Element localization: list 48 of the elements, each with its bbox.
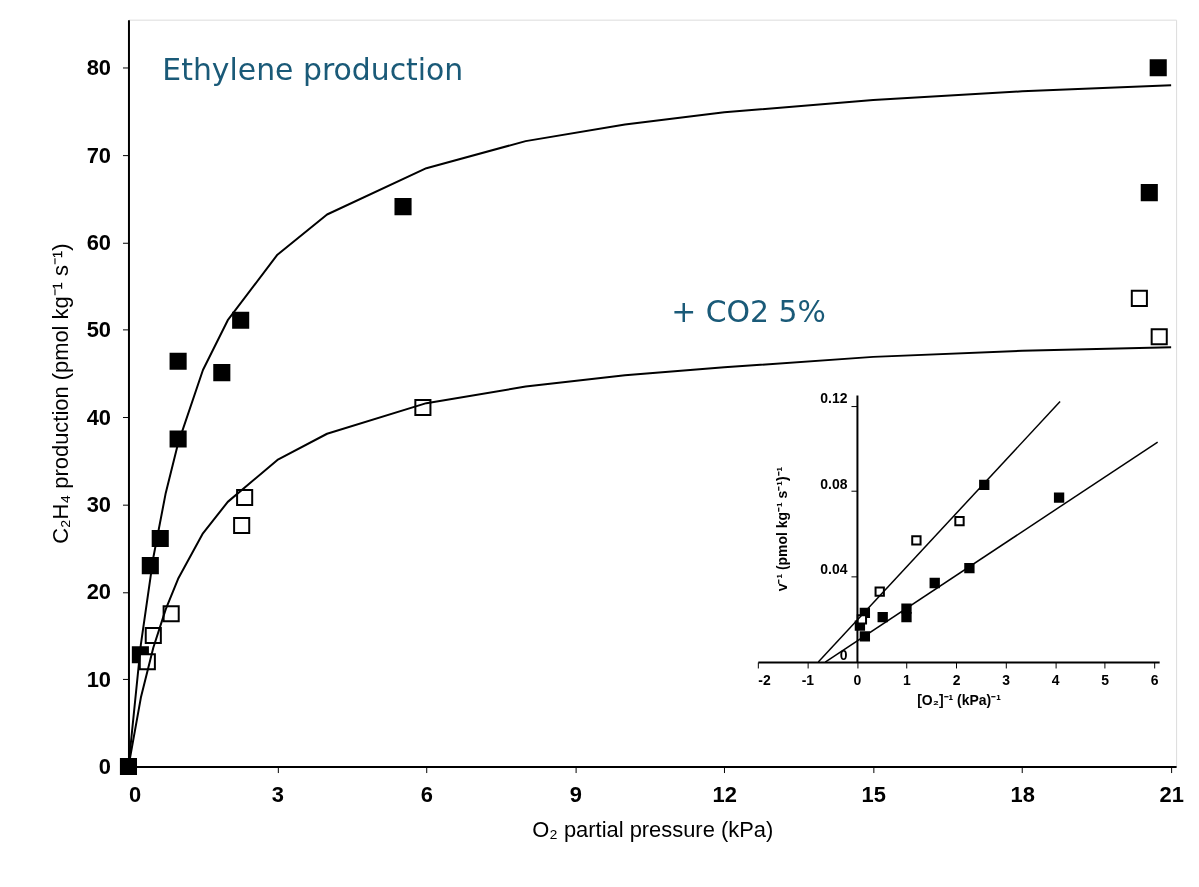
x-tick-label: 3 [1002,672,1011,689]
x-tick-label: 15 [861,781,886,807]
point [169,430,187,448]
y-axis-title: v⁻¹ (pmol kg⁻¹ s⁻¹)⁻¹ [774,466,791,592]
x-tick-label: 6 [420,781,433,807]
point [162,605,180,623]
x-tick-label: 0 [128,781,142,807]
y-tick-label: 30 [86,491,112,517]
x-axis-title: O₂ partial pressure (kPa) [532,816,774,842]
x-tick-label: 12 [712,781,737,807]
y-tick-label: 50 [86,317,112,343]
x-tick-label: 6 [1150,672,1159,689]
y-tick-label: 0.12 [820,390,848,407]
y-tick-label: 0.08 [820,475,848,492]
annotation: + CO2 5% [671,294,826,330]
x-tick-label: 1 [903,672,912,689]
point [1150,328,1168,346]
y-axis-title: C₂H₄ production (pmol kg⁻¹ s⁻¹) [47,243,73,544]
x-tick-label: 4 [1051,672,1060,689]
x-tick-label: -2 [758,672,771,689]
point [233,516,251,535]
x-tick-label: 18 [1010,781,1035,807]
x-tick-label: 3 [271,781,285,807]
point [169,352,187,370]
point [1130,289,1148,307]
point [213,364,231,382]
y-tick-label: 40 [86,404,112,430]
y-tick-label: 20 [86,579,112,605]
x-tick-label: 2 [952,672,961,689]
x-axis-title: [O₂]⁻¹ (kPa)⁻¹ [917,692,1002,709]
y-tick-label: 70 [86,142,112,168]
point [1149,59,1167,77]
x-tick-label: 9 [569,781,582,807]
y-tick-label: 60 [86,229,112,255]
y-tick-label: 0.04 [820,561,848,578]
y-tick-label: 0 [98,754,112,780]
x-tick-label: 5 [1101,672,1110,689]
point [1140,184,1158,202]
point [119,758,138,776]
y-tick-label: 10 [86,666,112,692]
text: Ethylene production [162,52,464,88]
y-tick-label: 80 [86,55,112,81]
x-tick-label: 21 [1159,781,1184,807]
point [394,198,412,216]
point [232,311,250,329]
point [236,488,254,507]
x-tick-label: 0 [853,672,862,689]
x-tick-label: -1 [801,672,815,689]
